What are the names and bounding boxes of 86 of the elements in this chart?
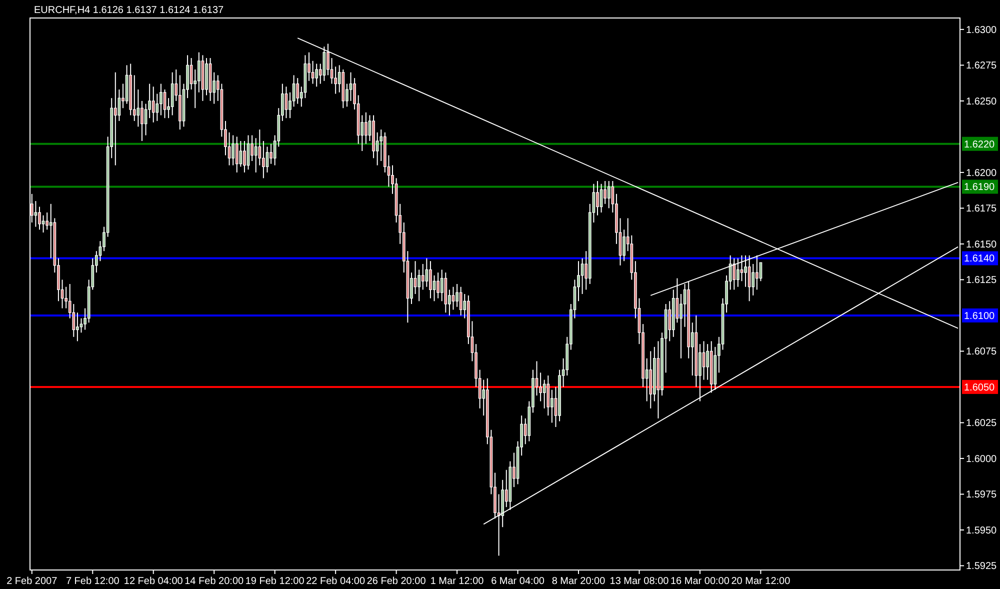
candlestick	[243, 140, 246, 173]
candlestick	[546, 375, 550, 416]
candlestick	[452, 286, 455, 310]
x-tick-label: 26 Feb 20:00	[366, 576, 426, 587]
y-tick-label: 1.6150	[966, 239, 998, 250]
x-tick-label: 16 Mar 00:00	[670, 576, 730, 587]
candlestick	[755, 254, 758, 290]
candlestick	[232, 134, 235, 166]
x-tick-label: 7 Feb 12:00	[66, 576, 120, 587]
candlestick	[436, 272, 440, 299]
ref-line-label: 1.6100	[964, 310, 996, 322]
candlestick	[607, 180, 610, 209]
candlestick	[254, 138, 258, 173]
candlestick	[364, 112, 368, 144]
x-tick-label: 8 Mar 20:00	[552, 576, 606, 587]
candlestick	[604, 180, 607, 204]
ref-line-label: 1.6220	[964, 139, 996, 150]
candlestick	[680, 294, 682, 359]
candlestick	[456, 283, 458, 308]
candlestick	[580, 258, 584, 294]
candlestick	[46, 212, 49, 230]
candlestick	[170, 72, 174, 116]
x-tick-label: 19 Feb 12:00	[245, 576, 305, 587]
candlestick	[326, 43, 330, 76]
candlestick	[349, 72, 352, 102]
ref-line-label: 1.6050	[964, 382, 996, 394]
y-tick-label: 1.5925	[966, 561, 998, 572]
candlestick	[296, 78, 300, 104]
candlestick	[440, 269, 444, 302]
y-tick-label: 1.6125	[966, 275, 998, 286]
y-tick-label: 1.5950	[966, 525, 998, 536]
candlestick	[76, 312, 79, 342]
candlestick	[459, 286, 462, 316]
ref-line-label: 1.6190	[964, 182, 996, 194]
y-tick-label: 1.6300	[966, 24, 998, 36]
candlestick	[80, 318, 83, 334]
y-tick-label: 1.5975	[966, 490, 998, 501]
y-tick-label: 1.6075	[966, 346, 998, 358]
candlestick	[311, 60, 314, 84]
y-tick-label: 1.6250	[966, 96, 998, 108]
candlestick	[315, 63, 318, 88]
candlestick	[42, 214, 45, 234]
candlestick	[239, 140, 242, 168]
candlestick	[740, 254, 744, 282]
candlestick	[425, 258, 428, 288]
candlestick	[622, 229, 626, 262]
ref-line-label: 1.6140	[964, 254, 996, 265]
candlestick	[744, 254, 747, 288]
candlestick	[160, 83, 162, 116]
candlestick	[132, 74, 136, 122]
candlestick	[322, 46, 326, 82]
candlestick	[292, 74, 296, 108]
candlestick	[429, 260, 432, 299]
candlestick	[736, 258, 740, 288]
candlestick	[262, 140, 265, 179]
candlestick	[752, 263, 755, 296]
candlestick	[235, 136, 238, 173]
y-tick-label: 1.6000	[966, 454, 998, 465]
x-tick-label: 22 Feb 04:00	[306, 576, 366, 587]
candlestick	[270, 143, 272, 164]
candlestick	[38, 206, 41, 230]
chart-title: EURCHF,H4 1.6126 1.6137 1.6124 1.6137	[34, 5, 224, 16]
candlestick	[197, 52, 200, 93]
x-tick-label: 1 Mar 12:00	[430, 576, 484, 587]
x-tick-label: 14 Feb 20:00	[184, 576, 244, 587]
x-tick-label: 13 Mar 08:00	[610, 576, 670, 587]
candlestick	[152, 86, 155, 123]
y-tick-label: 1.6025	[966, 418, 998, 430]
y-tick-label: 1.6275	[966, 60, 998, 72]
candlestick	[732, 258, 736, 290]
candlestick	[156, 93, 159, 122]
x-tick-label: 12 Feb 04:00	[124, 576, 184, 587]
candlestick	[140, 100, 144, 142]
candlestick	[250, 134, 254, 162]
candlestick	[542, 379, 546, 409]
candlestick	[114, 72, 117, 166]
x-tick-label: 2 Feb 2007	[6, 576, 58, 587]
y-tick-label: 1.6175	[966, 204, 998, 215]
candlestick	[596, 180, 599, 216]
candlestick	[706, 344, 710, 380]
candlestick	[421, 263, 424, 290]
candlestick	[668, 300, 672, 342]
candlestick	[34, 200, 38, 228]
x-tick-label: 6 Mar 04:00	[491, 576, 545, 587]
y-tick-label: 1.6200	[966, 168, 998, 179]
x-tick-label: 20 Mar 12:00	[731, 576, 791, 587]
